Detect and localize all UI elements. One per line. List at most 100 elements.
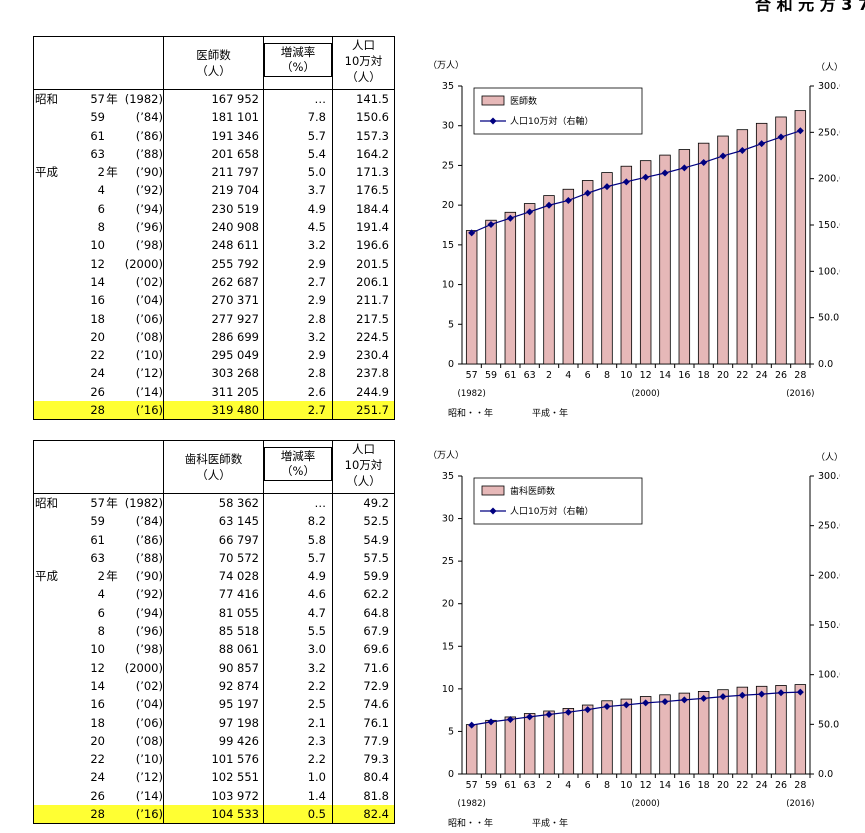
per-cell: 196.6 bbox=[332, 236, 395, 255]
bar bbox=[601, 700, 613, 775]
table-row: 12 (2000) 90 857 3.2 71.6 bbox=[33, 658, 395, 677]
western-year: (’12) bbox=[135, 366, 163, 381]
left-tick-label: 25 bbox=[442, 556, 454, 567]
line-point bbox=[680, 696, 688, 704]
right-axis-unit: （人） bbox=[816, 452, 840, 463]
x-tick-label: 16 bbox=[678, 370, 690, 381]
era-year: 22 bbox=[90, 348, 105, 363]
western-year: (2000) bbox=[124, 256, 163, 271]
left-tick-label: 30 bbox=[442, 121, 454, 132]
line-point bbox=[564, 708, 572, 716]
bar bbox=[639, 696, 652, 775]
rate-cell: 2.9 bbox=[263, 346, 333, 365]
line-point bbox=[738, 146, 746, 154]
era-cell: 14 (’02) bbox=[33, 272, 164, 292]
table-row: 14 (’02) 262 687 2.7 206.1 bbox=[33, 272, 395, 292]
count-cell: 92 874 bbox=[163, 676, 264, 696]
x-tick-label: 20 bbox=[717, 370, 729, 381]
era-year: 16 bbox=[90, 293, 105, 308]
count-cell: 295 049 bbox=[163, 346, 264, 365]
table-row: 昭和 57年 (1982) 58 362… 49.2 bbox=[33, 493, 395, 513]
per-cell: 49.2 bbox=[332, 493, 395, 513]
era-year: 61 bbox=[90, 128, 105, 143]
era-year: 10 bbox=[90, 238, 105, 253]
per-cell: 64.8 bbox=[332, 603, 395, 623]
x-tick-label: 59 bbox=[485, 370, 497, 381]
bar bbox=[543, 710, 555, 775]
x-tick-label: 28 bbox=[794, 370, 806, 381]
era-cell: 6 (’94) bbox=[33, 603, 164, 623]
count-cell: 219 704 bbox=[163, 181, 264, 200]
line-point bbox=[622, 701, 630, 709]
western-year: (’92) bbox=[135, 183, 163, 198]
era-year: 2 bbox=[97, 569, 105, 584]
line-point bbox=[642, 699, 650, 707]
table-row: 平成 2年 (’90) 74 028 4.9 59.9 bbox=[33, 567, 395, 586]
line-point bbox=[700, 158, 708, 166]
rate-cell: 5.5 bbox=[263, 622, 333, 641]
per-cell: 150.6 bbox=[332, 108, 395, 127]
per-cell: 237.8 bbox=[332, 364, 395, 383]
x-tick-label: 57 bbox=[466, 370, 478, 381]
era-cell: 20 (’08) bbox=[33, 327, 164, 347]
left-tick-label: 30 bbox=[442, 514, 454, 525]
per-cell: 80.4 bbox=[332, 768, 395, 787]
table-row: 61 (’86) 66 797 5.8 54.9 bbox=[33, 530, 395, 549]
western-year: (’90) bbox=[135, 165, 163, 180]
per-cell: 52.5 bbox=[332, 512, 395, 531]
x-tick-label: 24 bbox=[756, 370, 768, 381]
legend-line-label: 人口10万対（右軸） bbox=[510, 115, 593, 127]
western-year: (’98) bbox=[135, 642, 163, 657]
count-cell: 74 028 bbox=[163, 567, 264, 586]
table-row: 59 (’84) 63 145 8.2 52.5 bbox=[33, 512, 395, 531]
table-header-row: 医師数 （人） 増減率 （%） 人口 10万対 （人） bbox=[33, 36, 395, 90]
right-tick-label: 50.0 bbox=[818, 313, 839, 324]
x-tick-label: 2 bbox=[546, 370, 552, 381]
era-cell: 20 (’08) bbox=[33, 731, 164, 751]
rate-cell: 1.4 bbox=[263, 786, 333, 806]
rate-cell: 1.0 bbox=[263, 768, 333, 787]
right-tick-label: 100.0 bbox=[818, 266, 840, 277]
bar bbox=[620, 165, 633, 365]
per-cell: 211.7 bbox=[332, 291, 395, 310]
rate-cell: 2.9 bbox=[263, 254, 333, 273]
bar bbox=[717, 135, 729, 365]
line-point bbox=[584, 706, 592, 714]
table-row: 22 (’10) 295 049 2.9 230.4 bbox=[33, 346, 395, 365]
rate-cell: 2.8 bbox=[263, 364, 333, 383]
count-cell: 303 268 bbox=[163, 364, 264, 383]
era-cell: 22 (’10) bbox=[33, 750, 164, 769]
table-row: 6 (’94) 230 519 4.9 184.4 bbox=[33, 199, 395, 219]
era-cell: 22 (’10) bbox=[33, 346, 164, 365]
western-year: (’86) bbox=[135, 128, 163, 143]
x-year-label: (2016) bbox=[786, 799, 814, 809]
line-point bbox=[642, 173, 650, 181]
year-suffix: 年 bbox=[106, 165, 118, 180]
table-row: 28 (’16) 104 533 0.5 82.4 bbox=[33, 805, 395, 825]
per-cell: 224.5 bbox=[332, 327, 395, 347]
line-point bbox=[796, 127, 804, 135]
left-tick-label: 25 bbox=[442, 160, 454, 171]
x-tick-label: 63 bbox=[524, 370, 536, 381]
era-label-showa: 昭和・・年 bbox=[448, 817, 493, 829]
era-year: 18 bbox=[90, 311, 105, 326]
count-cell: 95 197 bbox=[163, 695, 264, 714]
per-cell: 74.6 bbox=[332, 695, 395, 714]
legend-line-marker bbox=[489, 507, 497, 515]
era-name: 平成 bbox=[35, 165, 58, 180]
per-cell: 217.5 bbox=[332, 309, 395, 328]
count-cell: 97 198 bbox=[163, 713, 264, 732]
era-label-heisei: 平成・年 bbox=[532, 817, 568, 829]
era-cell: 6 (’94) bbox=[33, 199, 164, 219]
era-name: 昭和 bbox=[35, 496, 58, 510]
bar bbox=[620, 698, 633, 775]
western-year: (’10) bbox=[135, 348, 163, 363]
line-point bbox=[564, 196, 572, 204]
bar bbox=[581, 704, 594, 775]
count-cell: 248 611 bbox=[163, 236, 264, 255]
per-cell: 62.2 bbox=[332, 585, 395, 604]
western-year: (’06) bbox=[135, 311, 163, 326]
x-tick-label: 22 bbox=[736, 370, 748, 381]
per-cell: 79.3 bbox=[332, 750, 395, 769]
